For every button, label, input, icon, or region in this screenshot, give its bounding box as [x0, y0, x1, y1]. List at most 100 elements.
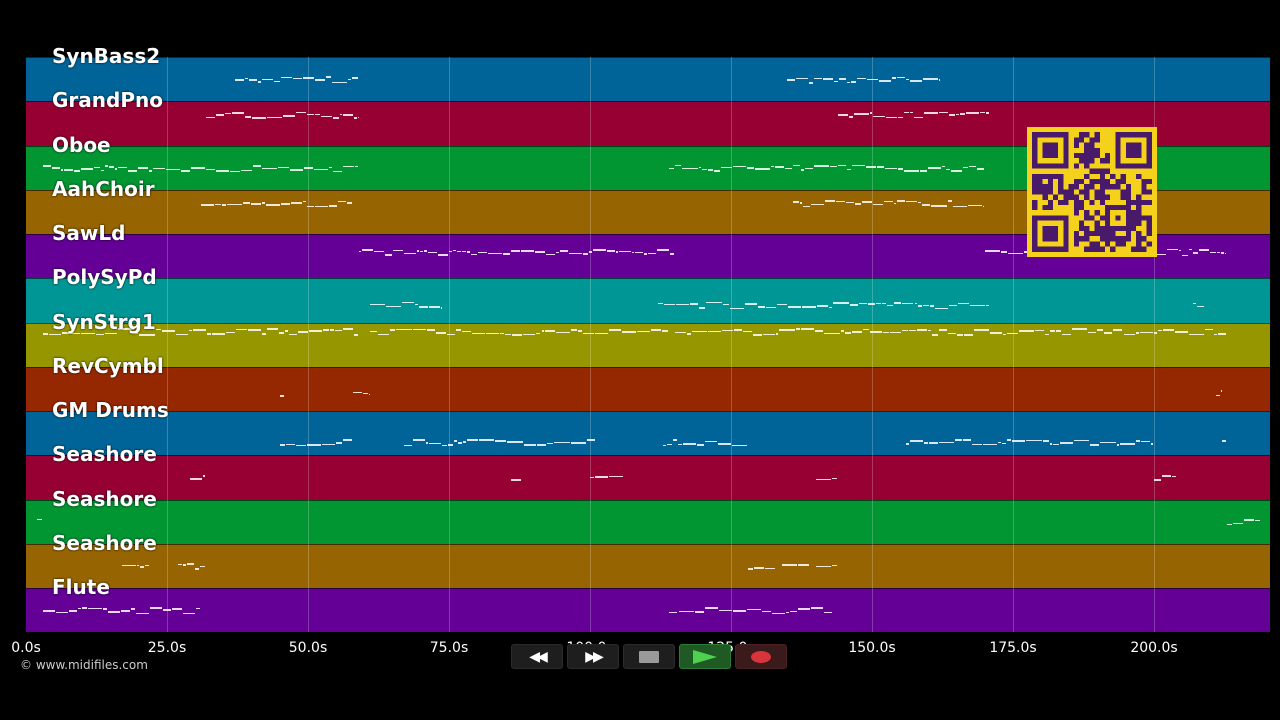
note — [226, 331, 235, 334]
note — [1007, 439, 1011, 441]
note — [302, 200, 306, 203]
note — [296, 444, 307, 447]
note — [203, 475, 206, 477]
note — [81, 168, 94, 170]
note — [442, 444, 448, 447]
note — [500, 332, 504, 335]
track-label: SynBass2 — [52, 44, 161, 68]
track-label: Seashore — [52, 486, 157, 511]
note — [793, 164, 800, 167]
note — [463, 441, 466, 443]
note — [144, 564, 150, 567]
note — [165, 168, 181, 171]
note — [1178, 249, 1182, 252]
note — [370, 330, 378, 333]
note — [766, 306, 776, 309]
note — [1188, 333, 1205, 336]
note — [698, 166, 702, 169]
note — [732, 610, 746, 612]
note — [690, 303, 698, 305]
note — [373, 250, 385, 253]
note — [471, 253, 478, 256]
note — [734, 329, 743, 331]
note — [847, 81, 851, 84]
note — [544, 330, 555, 332]
note — [1090, 444, 1100, 446]
note — [851, 81, 857, 83]
note — [702, 168, 707, 171]
note — [851, 164, 866, 167]
note — [1189, 248, 1192, 251]
note — [162, 609, 172, 611]
track-row: Flute — [26, 575, 1270, 633]
note — [969, 165, 976, 168]
note — [893, 202, 896, 205]
note — [266, 116, 282, 119]
note — [823, 78, 833, 80]
note — [928, 442, 939, 444]
note — [134, 332, 139, 334]
note — [859, 302, 867, 305]
play-button[interactable] — [679, 644, 731, 669]
note — [928, 167, 942, 169]
note — [234, 79, 244, 81]
note — [226, 203, 243, 206]
note — [289, 333, 298, 336]
note — [461, 330, 471, 333]
note — [869, 112, 872, 114]
note — [804, 167, 813, 170]
note — [593, 249, 606, 251]
note — [454, 440, 458, 442]
note — [762, 610, 771, 613]
note — [243, 202, 250, 204]
note — [315, 205, 328, 208]
note — [194, 568, 200, 570]
note — [910, 440, 923, 442]
note — [419, 306, 429, 308]
note — [814, 165, 829, 167]
stop-button[interactable] — [623, 644, 675, 669]
note — [896, 200, 906, 202]
note — [494, 440, 507, 442]
note — [206, 168, 215, 171]
note — [214, 203, 221, 206]
note — [188, 329, 193, 332]
note — [314, 113, 320, 116]
note — [1042, 440, 1049, 442]
note — [668, 167, 674, 170]
note — [109, 166, 115, 168]
note — [200, 565, 206, 568]
note — [753, 567, 764, 569]
note — [676, 303, 690, 306]
rewind-button[interactable]: ◀◀ — [511, 644, 563, 669]
note — [1153, 253, 1166, 256]
note — [248, 329, 261, 331]
note — [906, 200, 917, 203]
note — [815, 565, 832, 568]
note — [668, 611, 678, 614]
note — [504, 333, 511, 336]
record-button[interactable] — [735, 644, 787, 669]
note — [1006, 332, 1019, 335]
qr-code — [1027, 127, 1157, 257]
note — [797, 608, 811, 610]
note — [951, 170, 962, 172]
note — [1214, 333, 1218, 336]
note — [796, 77, 808, 80]
note — [949, 114, 956, 116]
note — [118, 166, 127, 169]
note — [396, 328, 412, 331]
note — [438, 254, 448, 256]
note — [96, 333, 104, 336]
note — [799, 202, 803, 204]
note — [836, 200, 845, 203]
note — [368, 393, 370, 396]
note — [478, 251, 487, 254]
fast-forward-button[interactable]: ▶▶ — [567, 644, 619, 669]
note — [401, 301, 414, 304]
note — [127, 170, 138, 172]
note — [436, 332, 447, 334]
note — [1166, 248, 1178, 251]
note — [1034, 329, 1045, 332]
note — [721, 166, 732, 169]
